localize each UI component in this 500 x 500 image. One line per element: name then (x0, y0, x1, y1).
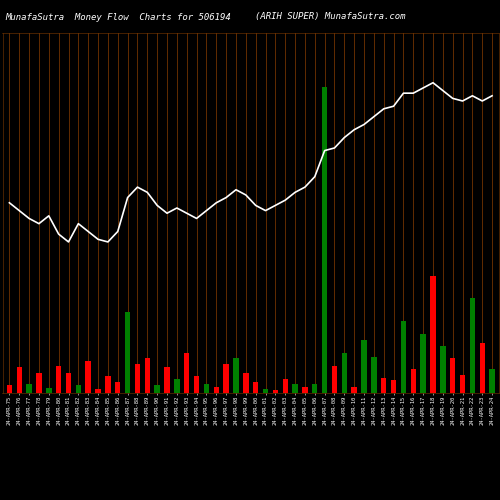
Bar (263, 389, 268, 392)
Bar (86, 361, 91, 392)
Bar (490, 369, 495, 392)
Bar (480, 343, 485, 392)
Bar (154, 386, 160, 392)
Bar (224, 364, 229, 392)
Bar (184, 353, 190, 393)
Bar (450, 358, 456, 392)
Bar (115, 382, 120, 392)
Bar (105, 376, 110, 392)
Bar (164, 368, 170, 392)
Bar (36, 372, 42, 392)
Bar (174, 379, 180, 392)
Bar (440, 346, 446, 393)
Bar (16, 368, 22, 392)
Bar (144, 358, 150, 392)
Bar (381, 378, 386, 392)
Bar (400, 320, 406, 392)
Bar (194, 376, 200, 392)
Bar (204, 384, 209, 392)
Bar (410, 369, 416, 392)
Bar (332, 366, 337, 392)
Bar (26, 384, 32, 392)
Bar (292, 384, 298, 392)
Bar (243, 372, 248, 392)
Bar (6, 386, 12, 392)
Bar (214, 387, 219, 392)
Bar (76, 386, 81, 392)
Bar (371, 356, 376, 392)
Bar (66, 372, 71, 392)
Bar (430, 276, 436, 392)
Bar (352, 387, 357, 392)
Bar (322, 86, 328, 393)
Bar (302, 387, 308, 392)
Text: (ARIH SUPER) MunafaSutra.com: (ARIH SUPER) MunafaSutra.com (255, 12, 406, 22)
Bar (342, 353, 347, 393)
Bar (125, 312, 130, 392)
Bar (312, 384, 318, 392)
Bar (470, 298, 475, 392)
Bar (135, 364, 140, 392)
Bar (46, 388, 52, 392)
Bar (420, 334, 426, 392)
Bar (96, 389, 101, 392)
Bar (234, 358, 238, 392)
Bar (56, 366, 62, 392)
Bar (253, 382, 258, 392)
Bar (460, 374, 466, 392)
Bar (391, 380, 396, 392)
Text: MunafaSutra  Money Flow  Charts for 506194: MunafaSutra Money Flow Charts for 506194 (5, 12, 231, 22)
Bar (362, 340, 366, 392)
Bar (272, 390, 278, 392)
Bar (282, 379, 288, 392)
